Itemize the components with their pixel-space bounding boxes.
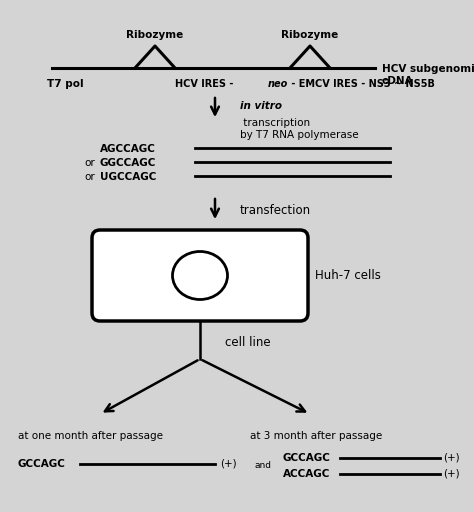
Text: neo: neo <box>268 79 288 89</box>
Text: at 3 month after passage: at 3 month after passage <box>250 431 382 441</box>
Text: GCCAGC: GCCAGC <box>283 453 331 463</box>
Text: - EMCV IRES - NS3 ~ NS5B: - EMCV IRES - NS3 ~ NS5B <box>288 79 435 89</box>
Text: cell line: cell line <box>225 336 271 350</box>
Text: T7 pol: T7 pol <box>47 79 83 89</box>
Text: at one month after passage: at one month after passage <box>18 431 163 441</box>
Text: (+): (+) <box>443 453 460 463</box>
Ellipse shape <box>173 251 228 300</box>
Text: transfection: transfection <box>240 203 311 217</box>
Text: or: or <box>84 158 95 168</box>
Text: in vitro: in vitro <box>240 101 282 111</box>
Text: Ribozyme: Ribozyme <box>282 30 338 40</box>
Text: (+): (+) <box>443 469 460 479</box>
Text: (+): (+) <box>220 459 237 469</box>
Text: or: or <box>84 172 95 182</box>
Text: AGCCAGC: AGCCAGC <box>100 144 156 154</box>
Text: HCV subgenomic
cDNA: HCV subgenomic cDNA <box>382 64 474 86</box>
Text: GGCCAGC: GGCCAGC <box>100 158 156 168</box>
FancyBboxPatch shape <box>92 230 308 321</box>
Text: GCCAGC: GCCAGC <box>18 459 66 469</box>
Text: and: and <box>255 461 272 471</box>
Text: Huh-7 cells: Huh-7 cells <box>315 269 381 282</box>
Text: UGCCAGC: UGCCAGC <box>100 172 156 182</box>
Text: HCV IRES -: HCV IRES - <box>175 79 237 89</box>
Text: Ribozyme: Ribozyme <box>127 30 183 40</box>
Text: transcription
by T7 RNA polymerase: transcription by T7 RNA polymerase <box>240 118 359 140</box>
Text: ACCAGC: ACCAGC <box>283 469 330 479</box>
